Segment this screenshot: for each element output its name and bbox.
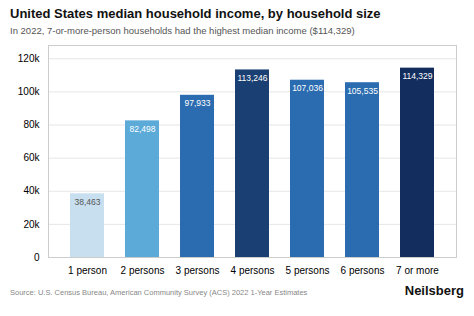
html-text:United States median household: United States median household income, b… [10,6,381,21]
svg-text:6 persons: 6 persons [341,265,385,276]
svg-text:1 person: 1 person [68,265,107,276]
svg-text:0: 0 [34,252,40,263]
html-text:Neilsberg: Neilsberg [404,283,464,298]
svg-text:20k: 20k [23,219,40,230]
svg-text:5 persons: 5 persons [286,265,330,276]
svg-text:107,036: 107,036 [292,83,323,93]
svg-text:2 persons: 2 persons [121,265,165,276]
svg-text:38,463: 38,463 [75,197,101,207]
svg-text:100k: 100k [18,86,41,97]
svg-text:7 or more: 7 or more [396,265,439,276]
svg-text:120k: 120k [18,53,41,64]
svg-text:114,329: 114,329 [402,71,432,81]
html-text:Source: U.S. Census Bureau, Am: Source: U.S. Census Bureau, American Com… [10,288,308,297]
svg-text:60k: 60k [23,152,40,163]
svg-text:82,498: 82,498 [130,124,156,134]
svg-text:97,933: 97,933 [185,98,211,108]
svg-text:113,246: 113,246 [237,73,267,83]
svg-text:105,535: 105,535 [347,86,378,96]
svg-text:3 persons: 3 persons [176,265,220,276]
svg-text:80k: 80k [23,119,40,130]
svg-text:40k: 40k [23,185,40,196]
html-text:In 2022, 7-or-more-person hous: In 2022, 7-or-more-person households had… [10,25,355,36]
svg-text:4 persons: 4 persons [231,265,275,276]
